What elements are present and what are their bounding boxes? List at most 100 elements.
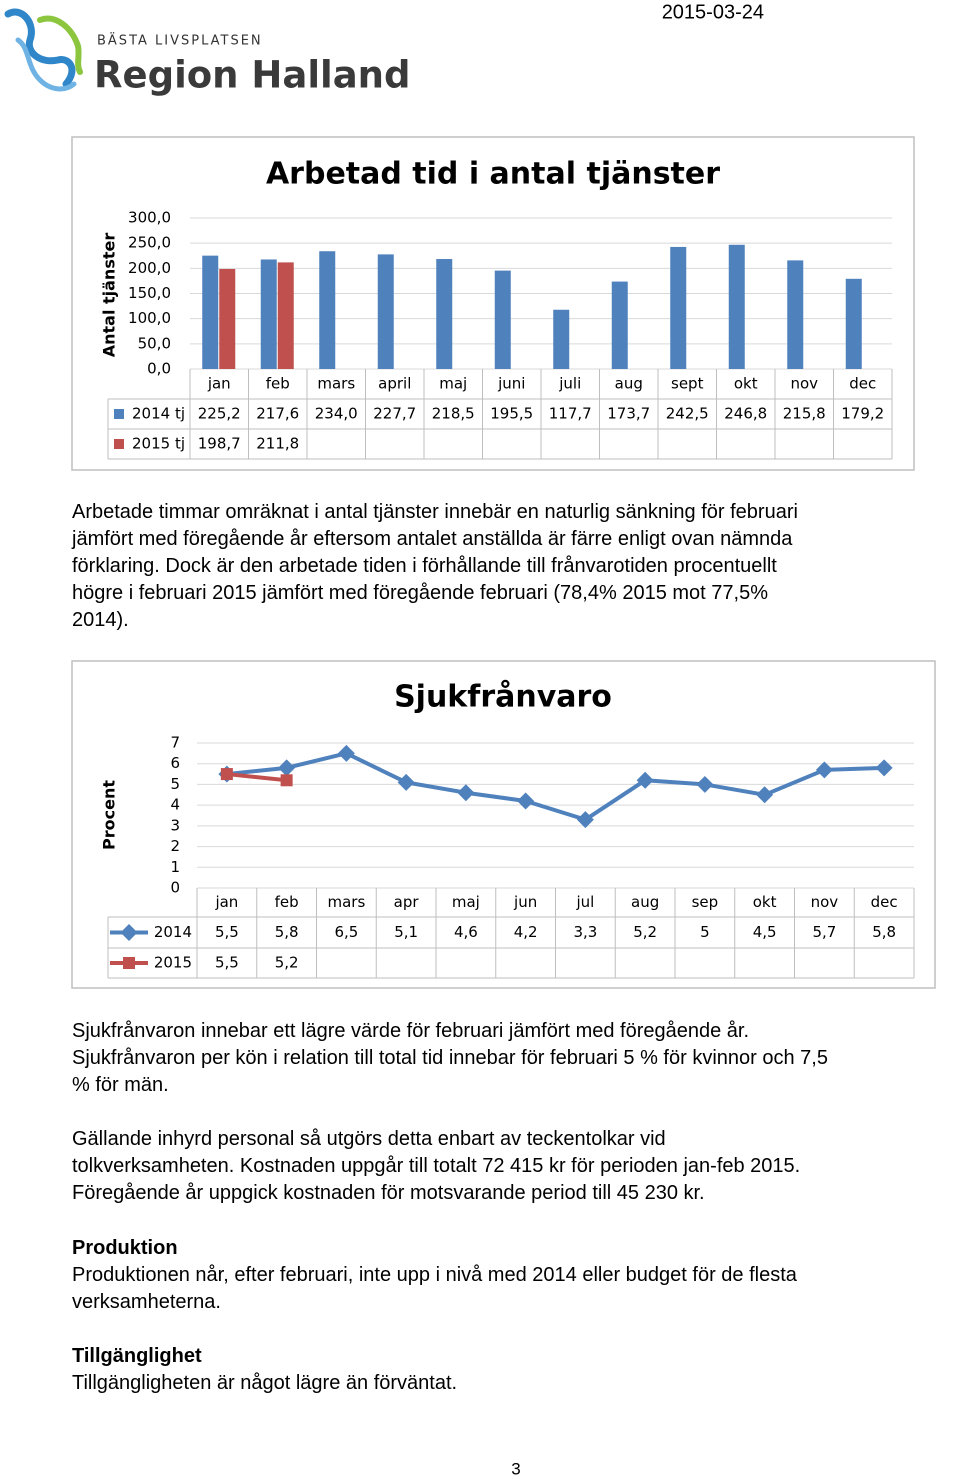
y-tick-label: 5 [170,775,180,793]
text-line: Tillgängligheten är något lägre än förvä… [72,1372,458,1394]
bar [219,268,236,369]
table-value: 5,2 [275,954,299,972]
table-value: 4,6 [454,923,478,941]
line [226,751,885,822]
table-value: 4,2 [514,923,538,941]
chart-title: Arbetad tid i antal tjänster [266,157,720,192]
y-tick-label: 150,0 [128,284,171,302]
legend-label: 2015 tj [132,435,185,453]
text-line: Sjukfrånvaron innebar ett lägre värde fö… [72,1020,750,1042]
bar [260,259,277,369]
y-tick-label: 3 [170,816,180,834]
line [226,772,287,783]
bar [728,244,745,369]
bar [202,255,219,369]
marker [397,773,415,791]
text-line: förklaring. Dock är den arbetade tiden i… [72,555,777,577]
y-tick-label: 200,0 [128,259,171,277]
x-tick-label: dec [849,375,876,393]
y-tick-label: 7 [170,734,180,752]
chart-frame [71,660,936,989]
table-value: 225,2 [198,405,241,423]
table-value: 195,5 [490,405,533,423]
marker [576,811,594,829]
x-tick-label: aug [615,375,643,393]
marker [756,786,774,804]
table-value: 4,5 [753,923,777,941]
table-value: 3,3 [573,923,597,941]
x-tick-label: jun [513,893,537,911]
x-tick-label: apr [394,893,420,911]
text-line: högre i februari 2015 jämfört med föregå… [72,582,768,604]
legend-key [114,409,124,419]
y-tick-label: 4 [170,796,180,814]
text-line: verksamheterna. [72,1291,221,1313]
x-tick-label: dec [871,893,898,911]
bar [553,309,570,369]
table-value: 227,7 [373,405,416,423]
bar [277,262,294,369]
marker [337,744,355,762]
x-tick-label: jul [575,893,594,911]
table-value: 215,8 [783,405,826,423]
bar [377,254,394,369]
text-line: Föregående år uppgick kostnaden för mots… [72,1182,705,1204]
text-line: tolkverksamheten. Kostnaden uppgår till … [72,1155,801,1177]
heading: Tillgänglighet [72,1345,202,1367]
text-block: Tillgänglighet Tillgängligheten är något … [72,1343,457,1397]
table-value: 5,5 [215,923,239,941]
marker [278,759,296,777]
marker [815,761,833,779]
y-tick-label: 1 [170,858,180,876]
table-value: 211,8 [256,435,299,453]
table-value: 5 [700,923,710,941]
heading: Produktion [72,1237,178,1259]
text-line: Gällande inhyrd personal så utgörs detta… [72,1128,666,1150]
table-value: 5,8 [275,923,299,941]
bar [436,259,453,369]
legend-key-marker [120,924,138,941]
y-tick-label: 6 [170,754,180,772]
x-tick-label: feb [275,893,299,911]
bar [787,260,804,369]
legend-key-marker [123,957,135,969]
x-tick-label: nov [811,893,839,911]
x-tick-label: jan [207,375,231,393]
x-tick-label: okt [753,893,777,911]
x-tick-label: mars [327,893,365,911]
marker [875,759,893,777]
text-block: Sjukfrånvaron innebar ett lägre värde fö… [72,1018,828,1099]
y-tick-label: 50,0 [138,334,171,352]
x-tick-label: maj [452,893,480,911]
chart: Arbetad tid i antal tjänster Antal tjänst… [71,136,915,471]
table-value: 217,6 [256,405,299,423]
marker [696,775,714,793]
x-tick-label: jan [214,893,238,911]
y-tick-label: 300,0 [128,209,171,227]
x-tick-label: juni [497,375,525,393]
legend-key [114,439,124,449]
x-tick-label: mars [317,375,355,393]
marker [280,774,293,787]
x-tick-label: feb [266,375,290,393]
x-tick-label: nov [790,375,818,393]
x-tick-label: april [378,375,411,393]
text-block: Arbetade timmar omräknat i antal tjänste… [72,499,798,634]
legend-label: 2014 [154,923,192,941]
bar [319,251,336,369]
marker [220,768,233,781]
table-value: 173,7 [607,405,650,423]
text-line: % för män. [72,1074,169,1096]
table-value: 198,7 [198,435,241,453]
text-line: 2014). [72,609,129,631]
marker [517,792,535,810]
logo-tagline: BÄSTA LIVSPLATSEN [97,33,263,49]
table-value: 117,7 [549,405,592,423]
y-axis-label: Procent [100,780,119,850]
table-value: 179,2 [841,405,884,423]
bar [611,281,628,369]
date: 2015-03-24 [662,1,764,23]
x-tick-label: juli [558,375,581,393]
